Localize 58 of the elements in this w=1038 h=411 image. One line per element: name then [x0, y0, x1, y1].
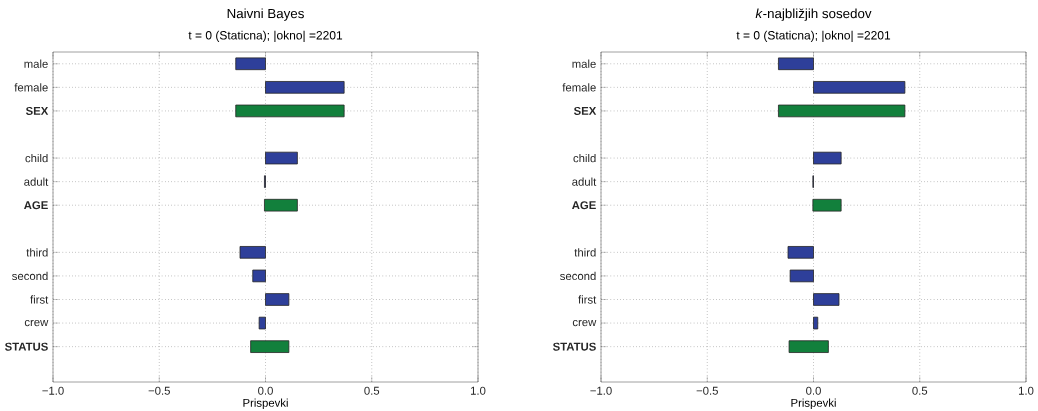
y-tick-label: second [12, 271, 48, 281]
bar [812, 198, 842, 212]
y-tick-label: SEX [573, 106, 597, 115]
bar [778, 57, 814, 71]
bar [813, 81, 906, 94]
y-tick-label: third [574, 248, 596, 257]
x-tick-label: −0.5 [148, 386, 170, 395]
bar [813, 293, 840, 306]
y-tick-label: first [30, 295, 49, 304]
y-tick-label: crew [24, 319, 49, 327]
bar [788, 340, 829, 353]
y-tick-label: second [560, 271, 596, 281]
x-axis-title: Prispevki [791, 398, 836, 410]
y-tick-label: AGE [24, 201, 48, 210]
y-tick-label: male [572, 59, 596, 68]
x-tick-label: −0.5 [696, 386, 718, 395]
x-tick-label: 0.5 [912, 386, 928, 395]
bar [787, 246, 814, 259]
bar [235, 57, 266, 71]
bar [778, 104, 906, 118]
y-tick-label: STATUS [552, 342, 596, 351]
y-tick-label: STATUS [4, 342, 48, 351]
chart-title: Naivni Bayes [227, 8, 304, 21]
y-tick-label: SEX [25, 106, 49, 115]
y-tick-label: AGE [572, 201, 596, 210]
y-tick-label: first [578, 295, 597, 304]
x-tick-label: 0.0 [806, 386, 821, 395]
y-tick-label: child [25, 153, 48, 163]
bar [265, 151, 298, 165]
y-tick-label: adult [572, 177, 597, 186]
bar [813, 151, 842, 165]
bar [252, 269, 266, 283]
bar [265, 293, 290, 306]
y-tick-label: third [26, 248, 48, 257]
bar [264, 198, 298, 212]
y-tick-label: adult [24, 177, 49, 186]
x-tick-label: 0.0 [258, 386, 273, 395]
y-tick-label: female [14, 83, 48, 92]
x-tick-label: −1.0 [590, 386, 612, 395]
x-tick-label: 1.0 [470, 386, 486, 395]
bar [235, 104, 345, 118]
y-tick-label: crew [572, 319, 597, 327]
x-tick-label: −1.0 [42, 386, 64, 395]
bar [813, 316, 819, 330]
y-tick-label: female [562, 83, 596, 92]
y-tick-label: male [24, 59, 48, 68]
chart-title: k-najbližjih sosedov [755, 8, 872, 21]
bar [250, 340, 290, 353]
bar [265, 81, 345, 94]
bar [239, 246, 266, 259]
x-axis-title: Prispevki [243, 398, 288, 410]
x-tick-label: 0.5 [364, 386, 380, 395]
chart-subtitle: t = 0 (Staticna); |okno| =2201 [736, 30, 891, 42]
chart-subtitle: t = 0 (Staticna); |okno| =2201 [188, 30, 343, 42]
bar [258, 316, 266, 330]
x-tick-label: 1.0 [1018, 386, 1034, 395]
bar [789, 269, 814, 283]
y-tick-label: child [573, 153, 596, 163]
